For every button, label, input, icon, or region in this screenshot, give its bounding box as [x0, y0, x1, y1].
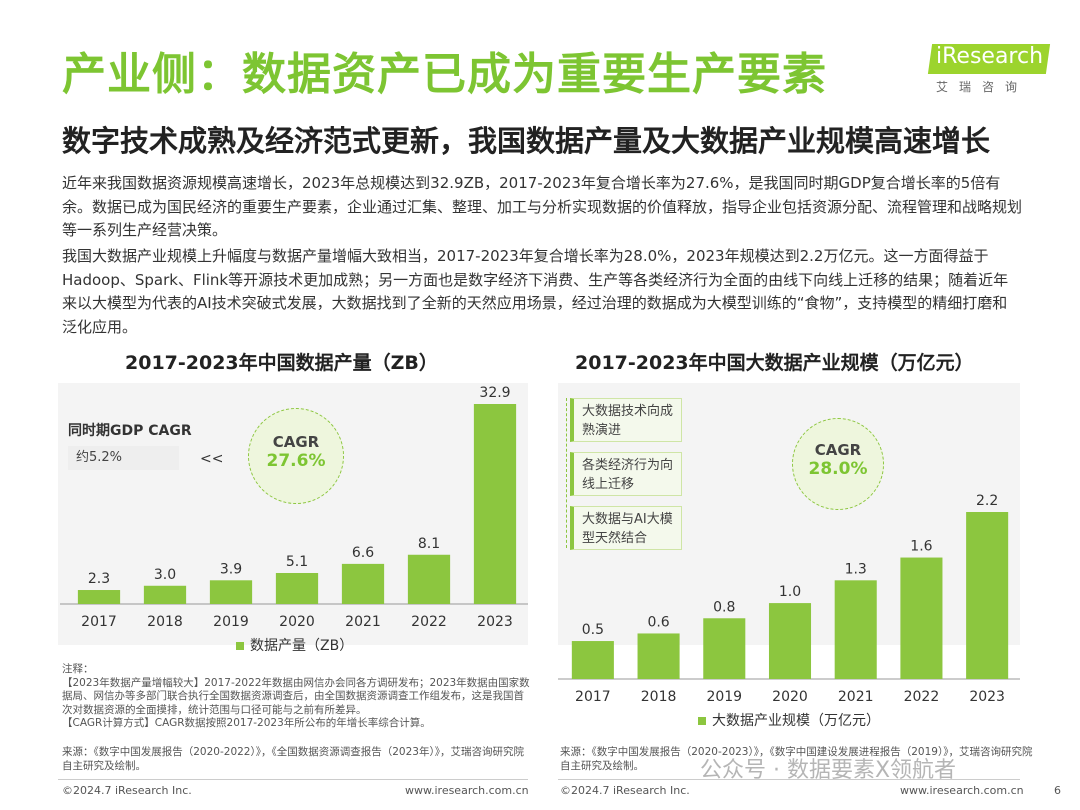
right-footer-divider — [558, 779, 1020, 780]
bar-2019 — [703, 618, 746, 679]
body-paragraph-2: 我国大数据产业规模上升幅度与数据产量增幅大致相当，2017-2023年复合增长率… — [62, 247, 1009, 336]
left-website-link[interactable]: www.iresearch.com.cn — [405, 784, 529, 797]
legend-label: 数据产量（ZB） — [250, 638, 353, 654]
x-tick-2019: 2019 — [706, 689, 742, 705]
x-tick-2018: 2018 — [147, 614, 183, 630]
x-tick-2018: 2018 — [641, 689, 677, 705]
value-label-2018: 0.6 — [647, 614, 669, 630]
watermark-text: 公众号 · 数据要素X领航者 — [700, 758, 957, 783]
logo-subtext: 艾瑞咨询 — [936, 80, 1029, 94]
right-website-link[interactable]: www.iresearch.com.cn — [900, 784, 1024, 797]
data-volume-chart: 2.3 2017 3.0 2018 3.9 2019 5.1 2020 6.6 2021 8.1 20… — [60, 385, 528, 654]
bar-2018 — [637, 633, 680, 679]
x-tick-2022: 2022 — [904, 689, 940, 705]
value-label-2020: 1.0 — [779, 584, 801, 600]
right-copyright: ©2024.7 iResearch Inc. — [560, 784, 690, 797]
note-line-2: 【2023年数据产量增幅较大】2017-2022年数据由网信办会同各方调研发布；… — [62, 676, 530, 716]
body-paragraph-1: 近年来我国数据资源规模高速增长，2023年总规模达到32.9ZB，2017-20… — [62, 174, 1023, 239]
bar-2022 — [900, 557, 943, 679]
left-footer-divider — [58, 779, 528, 780]
bar-2021 — [341, 563, 385, 604]
x-tick-2017: 2017 — [81, 614, 117, 630]
bar-2023 — [473, 404, 517, 604]
value-label-2017: 0.5 — [582, 622, 604, 638]
legend-swatch — [698, 717, 706, 725]
iresearch-logo: iResearch 艾瑞咨询 — [927, 34, 1051, 100]
bar-2021 — [834, 580, 877, 679]
chart-right-title: 2017-2023年中国大数据产业规模（万亿元） — [575, 352, 974, 374]
bar-2023 — [966, 512, 1009, 679]
page-title: 产业侧：数据资产已成为重要生产要素 — [62, 49, 827, 100]
value-label-2022: 8.1 — [418, 536, 440, 552]
cagr-label-right: CAGR — [814, 441, 862, 459]
legend-swatch — [236, 642, 244, 650]
driver-box-1: 大数据技术向成熟演进 — [570, 398, 682, 442]
note-line-3: 【CAGR计算方式】CAGR数据按照2017-2023年所公布的年增长率综合计算… — [62, 717, 431, 729]
x-tick-2021: 2021 — [345, 614, 381, 630]
cagr-value: 27.6% — [266, 451, 326, 471]
bar-2019 — [209, 580, 253, 604]
x-tick-2020: 2020 — [772, 689, 808, 705]
x-tick-2019: 2019 — [213, 614, 249, 630]
left-copyright: ©2024.7 iResearch Inc. — [62, 784, 192, 797]
value-label-2023: 2.2 — [976, 493, 998, 509]
chart-left-title: 2017-2023年中国数据产量（ZB） — [125, 352, 438, 374]
x-tick-2017: 2017 — [575, 689, 611, 705]
bar-2017 — [571, 641, 614, 679]
x-tick-2023: 2023 — [477, 614, 513, 630]
x-tick-2020: 2020 — [279, 614, 315, 630]
cagr-bubble-left: CAGR 27.6% — [248, 408, 344, 504]
gdp-cagr-label: 同时期GDP CAGR — [68, 423, 192, 439]
logo-text: iResearch — [936, 44, 1044, 69]
gdp-cagr-value: 约5.2% — [68, 446, 179, 470]
value-label-2020: 5.1 — [286, 554, 308, 570]
driver-box-2: 各类经济行为向线上迁移 — [570, 452, 682, 496]
value-label-2021: 6.6 — [352, 545, 374, 561]
bar-2020 — [275, 572, 319, 604]
bar-2022 — [407, 554, 451, 604]
value-label-2019: 0.8 — [713, 599, 735, 615]
left-source: 来源：《数字中国发展报告（2020-2022）》，《全国数据资源调查报告（202… — [62, 746, 524, 772]
bar-2018 — [143, 585, 187, 604]
value-label-2022: 1.6 — [910, 539, 932, 555]
value-label-2018: 3.0 — [154, 567, 176, 583]
cagr-bubble-right: CAGR 28.0% — [792, 418, 884, 510]
driver-connector — [566, 398, 568, 548]
x-tick-2021: 2021 — [838, 689, 874, 705]
value-label-2017: 2.3 — [88, 571, 110, 587]
value-label-2021: 1.3 — [845, 561, 867, 577]
cagr-value-right: 28.0% — [808, 459, 868, 479]
note-line-1: 注释： — [62, 663, 94, 675]
right-source: 来源：《数字中国发展报告（2020-2023）》，《数字中国建设发展进程报告（2… — [560, 746, 1033, 772]
left-notes: 注释： 【2023年数据产量增幅较大】2017-2022年数据由网信办会同各方调… — [62, 663, 532, 731]
x-tick-2023: 2023 — [969, 689, 1005, 705]
x-tick-2022: 2022 — [411, 614, 447, 630]
bar-2020 — [768, 603, 812, 679]
cagr-label: CAGR — [272, 433, 320, 451]
value-label-2023: 32.9 — [479, 385, 510, 401]
bar-2017 — [77, 590, 121, 604]
legend-label: 大数据产业规模（万亿元） — [712, 713, 880, 729]
compare-symbol: << — [200, 451, 224, 467]
driver-box-3: 大数据与AI大模型天然结合 — [570, 506, 682, 550]
value-label-2019: 3.9 — [220, 561, 242, 577]
page-number: 6 — [1054, 784, 1061, 797]
page-subtitle: 数字技术成熟及经济范式更新，我国数据产量及大数据产业规模高速增长 — [62, 124, 991, 158]
industry-scale-chart: 0.5 2017 0.6 2018 0.8 2019 1.0 2020 1.3 2021 1.6 20… — [558, 493, 1020, 729]
